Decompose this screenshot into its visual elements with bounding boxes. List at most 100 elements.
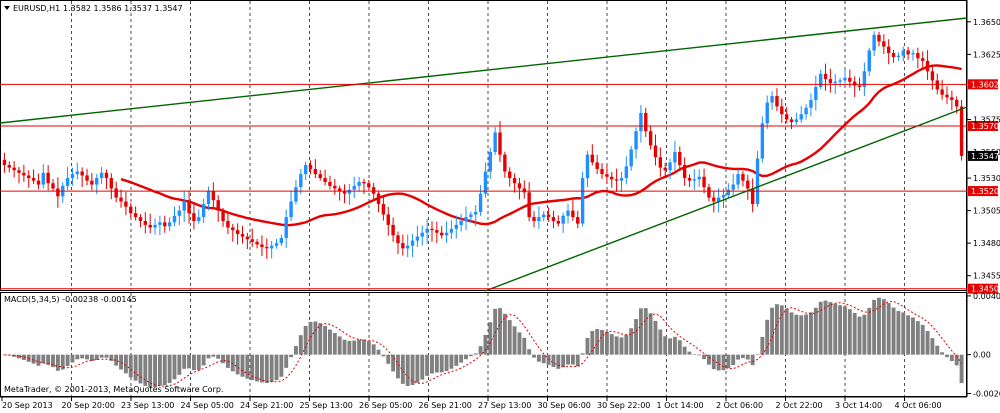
candle-body [333, 185, 337, 189]
macd-bar [643, 308, 648, 355]
macd-bar [21, 354, 26, 361]
macd-bar [556, 354, 561, 369]
macd-bar [70, 354, 75, 363]
time-tick-label: 25 Sep 13:00 [300, 401, 353, 410]
macd-bar [590, 330, 595, 355]
macd-bar [269, 354, 274, 383]
candle-body [726, 189, 731, 195]
macd-bar [692, 354, 697, 356]
candle-body [483, 171, 488, 194]
macd-bar [381, 354, 386, 357]
macd-bar [439, 354, 444, 373]
macd-bar [522, 337, 527, 355]
candle-body [70, 174, 75, 179]
candle-body [896, 55, 901, 57]
candle-body [206, 191, 211, 205]
macd-bar [687, 351, 692, 355]
macd-bar [561, 354, 566, 368]
macd-bar [920, 324, 925, 355]
candle-body [930, 71, 935, 81]
time-tick-label: 2 Oct 06:00 [716, 401, 763, 410]
macd-bar [94, 354, 99, 361]
upper-trend-line[interactable] [0, 17, 968, 124]
macd-bar [721, 354, 726, 371]
macd-axis: 0.00405 0.00 -0.00268 [967, 292, 1000, 399]
symbol-title: EURUSD,H1 [13, 4, 60, 13]
macd-bar [318, 323, 323, 355]
candle-body [707, 187, 711, 198]
macd-bar [809, 312, 813, 355]
macd-bar [872, 299, 877, 355]
time-tick-label: 4 Oct 06:00 [895, 401, 942, 410]
macd-bar [279, 354, 284, 377]
price-tick-label: 1.3530 [973, 174, 1000, 183]
candle-body [784, 114, 789, 120]
candle-body [595, 162, 599, 169]
macd-bar [779, 305, 784, 355]
time-tick-label: 24 Sep 05:00 [181, 401, 234, 410]
price-pane-frame [0, 0, 967, 291]
candle-body [347, 189, 352, 194]
macd-bar [41, 354, 46, 364]
time-tick-label: 2 Oct 22:00 [776, 401, 823, 410]
macd-bar [473, 353, 478, 355]
horizontal-levels[interactable]: 1.3602 1.3570 1.3520 1.3450 [0, 79, 999, 294]
candle-body [22, 172, 26, 176]
candle-body [760, 123, 765, 159]
candle-body [721, 194, 726, 198]
macd-bar [828, 302, 833, 355]
candle-body [906, 50, 910, 55]
macd-bar [915, 321, 920, 355]
macd-bar [881, 299, 886, 355]
candle-body [712, 197, 716, 202]
macd-bar [405, 354, 410, 386]
lower-trend-line[interactable] [484, 106, 968, 292]
candle-body [639, 112, 643, 132]
macd-bar [235, 354, 240, 375]
macd-bar [80, 354, 85, 359]
candle-body [692, 179, 697, 181]
macd-bar [201, 354, 206, 366]
candle-body [702, 176, 706, 188]
macd-bar [755, 354, 760, 356]
macd-bar [600, 329, 604, 355]
candle-body [872, 34, 876, 51]
candle-body [51, 183, 55, 189]
candle-body [940, 89, 944, 95]
macd-bar [775, 304, 779, 355]
macd-bar [906, 315, 911, 355]
triangle-down-icon[interactable] [4, 6, 10, 10]
candle-body [153, 224, 157, 228]
macd-bar [541, 354, 546, 364]
candle-body [318, 174, 322, 179]
macd-bar [128, 354, 133, 378]
candle-body [697, 176, 701, 180]
trend-lines[interactable] [0, 17, 968, 292]
macd-bar [857, 316, 862, 355]
macd-bar [143, 354, 148, 386]
candle-body [138, 217, 143, 222]
macd-bar [434, 354, 439, 373]
macd-bar [498, 308, 502, 355]
candle-body [775, 96, 779, 107]
macd-bar [799, 315, 804, 355]
macd-bar [206, 354, 211, 359]
candle-body [799, 114, 803, 120]
candlesticks [2, 31, 964, 259]
macd-bar [585, 337, 590, 355]
candle-body [294, 187, 298, 202]
macd-tick-label: 0.00 [973, 351, 991, 360]
macd-bar [221, 354, 226, 364]
candle-body [56, 188, 60, 197]
candle-body [644, 112, 648, 132]
macd-bar [449, 354, 454, 369]
candle-body [852, 81, 857, 86]
candle-body [770, 96, 774, 103]
candle-body [498, 132, 502, 155]
moving-average [120, 64, 962, 227]
level-price-box [968, 79, 998, 90]
candle-body [12, 167, 16, 171]
macd-bar [794, 314, 799, 355]
